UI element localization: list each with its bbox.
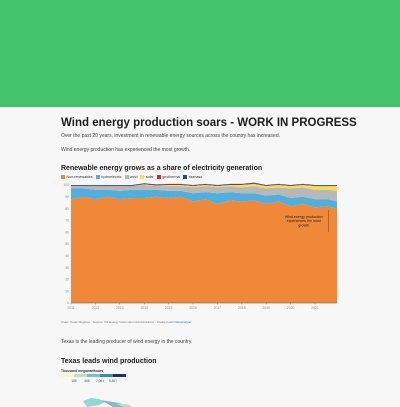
color-scale-bin: [100, 374, 113, 377]
x-tick-label: 2016: [189, 306, 197, 310]
color-scale-label: Thousand megawatthours: [61, 369, 104, 373]
page-title: Wind energy production soars - WORK IN P…: [61, 117, 357, 129]
legend-item-geothermal: geothermal: [156, 175, 181, 180]
y-tick-label: 60: [65, 230, 69, 234]
y-tick-label: 100: [63, 183, 69, 187]
area-series-wind: [71, 185, 337, 202]
legend-swatch: [140, 175, 145, 180]
legend-swatch: [95, 175, 100, 180]
legend-label: solar: [145, 175, 154, 179]
us-map: [83, 398, 133, 407]
color-scale-tick-label: 8,867: [109, 379, 117, 383]
y-tick-label: 10: [65, 289, 69, 293]
chart-legend: Non-renewables hydroelectric wind solar geot…: [61, 175, 203, 180]
color-scale-bin: [87, 374, 100, 377]
legend-label: Non-renewables: [66, 175, 93, 179]
y-tick-label: 90: [65, 195, 69, 199]
legend-swatch: [183, 175, 188, 180]
color-scale-bin: [74, 374, 87, 377]
area-series-geothermal: [71, 183, 337, 187]
x-tick-label: 2015: [165, 306, 173, 310]
texas-paragraph: Texas is the leading producer of wind en…: [61, 339, 193, 345]
legend-item-biomass: biomass: [183, 175, 203, 180]
map-title: Texas leads wind production: [61, 358, 157, 365]
legend-item-hydroelectric: hydroelectric: [95, 175, 122, 180]
source-text: Chart: Texas Megbam · Source: US Energy …: [61, 320, 175, 324]
map-state-shape: [83, 398, 105, 407]
chart-annotation-line: experiences the most: [287, 219, 321, 223]
y-tick-label: 0: [67, 301, 69, 305]
legend-swatch: [156, 175, 161, 180]
legend-item-wind: wind: [124, 175, 138, 180]
y-tick-label: 80: [65, 207, 69, 211]
chart-annotation-line: growth: [298, 223, 309, 227]
area-series-biomass: [71, 182, 337, 186]
legend-label: hydroelectric: [101, 175, 122, 179]
legend-item-non-renewables: Non-renewables: [61, 175, 93, 180]
color-scale: 186 668 2,064 8,867: [61, 374, 126, 383]
area-series-non-renewables: [71, 196, 337, 303]
x-tick-label: 2021: [311, 306, 319, 310]
color-scale-bin: [61, 374, 74, 377]
area-series-hydroelectric: [71, 188, 337, 209]
x-tick-label: 2013: [116, 306, 124, 310]
x-tick-label: 2011: [67, 306, 74, 310]
y-tick-label: 30: [65, 266, 69, 270]
wind-paragraph: Wind energy production has experienced t…: [61, 147, 191, 153]
color-scale-tick-label: 668: [84, 379, 90, 383]
color-scale-tick-label: 186: [71, 379, 77, 383]
hero-banner: [0, 0, 400, 107]
y-tick-label: 40: [65, 254, 69, 258]
y-tick-label: 20: [65, 278, 69, 282]
area-chart: 0 10 20 30 40 50 60 70 80 90 100 2011 2012 2013 2014 20…: [63, 182, 337, 310]
x-tick-label: 2019: [262, 306, 270, 310]
x-tick-label: 2020: [287, 306, 295, 310]
legend-label: wind: [130, 175, 138, 179]
color-scale-bin: [113, 374, 126, 377]
legend-swatch: [61, 175, 65, 180]
chart-annotation-line: Wind energy production: [285, 215, 323, 219]
x-tick-label: 2017: [214, 306, 222, 310]
y-tick-label: 50: [65, 242, 69, 246]
legend-label: geothermal: [162, 175, 181, 179]
y-tick-label: 70: [65, 219, 69, 223]
x-tick-label: 2012: [92, 306, 100, 310]
intro-paragraph: Over the past 20 years, investment in re…: [61, 133, 281, 139]
x-tick-label: 2018: [238, 306, 246, 310]
legend-swatch: [124, 175, 129, 180]
area-series-solar: [71, 183, 337, 191]
chart-title: Renewable energy grows as a share of ele…: [61, 165, 263, 172]
color-scale-tick-label: 2,064: [96, 379, 104, 383]
x-tick-label: 2014: [140, 306, 148, 310]
datawrapper-link[interactable]: Datawrapper: [174, 320, 192, 324]
chart-source: Chart: Texas Megbam · Source: US Energy …: [61, 320, 192, 324]
legend-item-solar: solar: [140, 175, 154, 180]
legend-label: biomass: [188, 175, 203, 179]
